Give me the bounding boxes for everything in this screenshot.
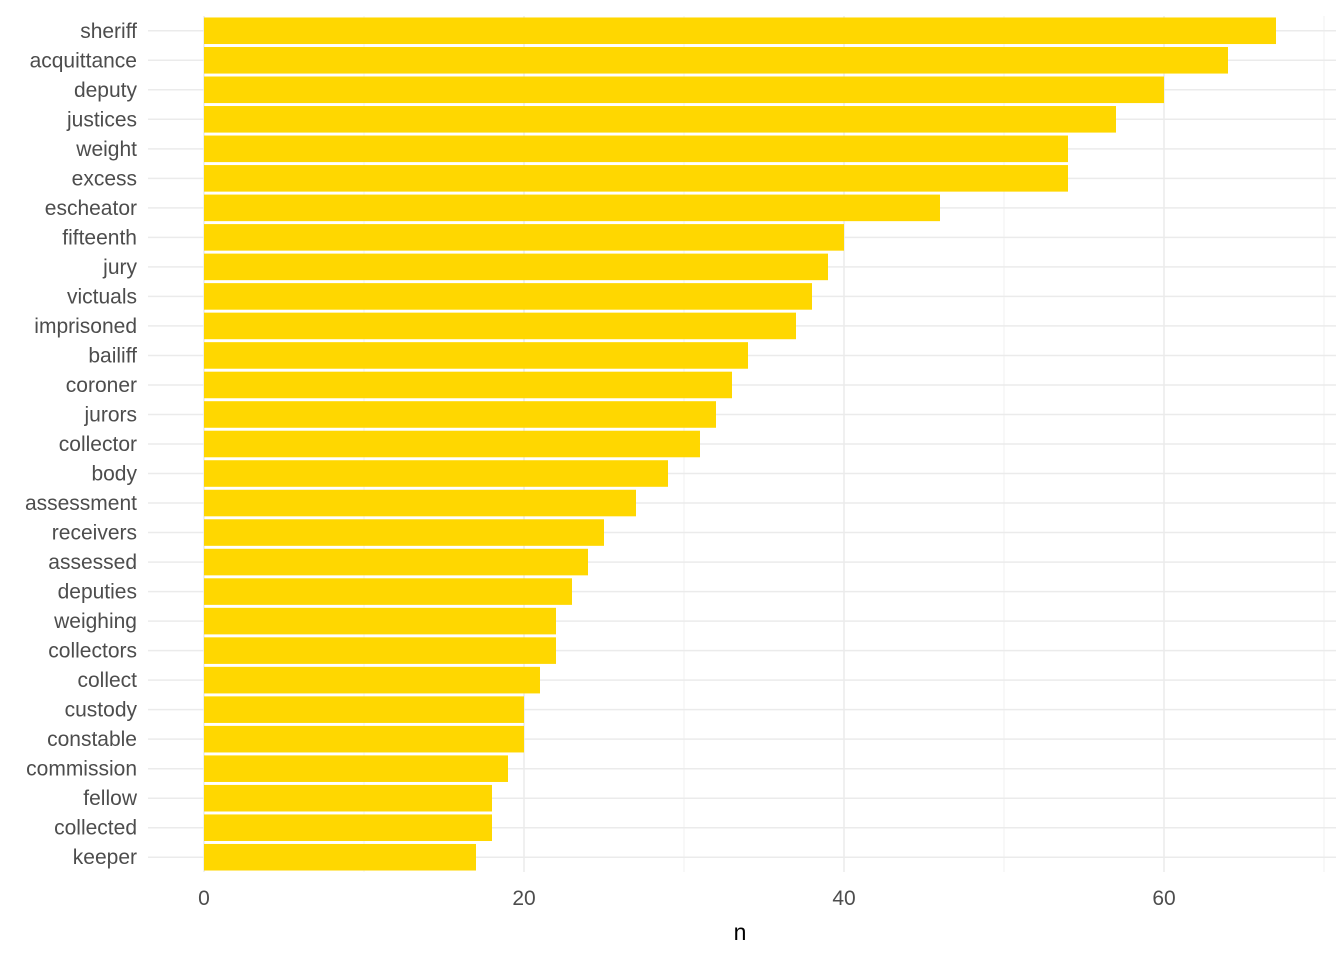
bar-receivers <box>204 519 604 546</box>
bar-sheriff <box>204 17 1276 45</box>
y-tick-label-assessed: assessed <box>48 551 137 574</box>
y-tick-label-escheator: escheator <box>45 197 137 220</box>
x-tick-labels: 0 20 40 60 <box>198 887 1176 910</box>
y-tick-label-sheriff: sheriff <box>80 20 137 43</box>
bar-fellow <box>204 784 492 812</box>
bar-weight <box>204 135 1068 163</box>
bar-collect <box>204 666 540 694</box>
bar-body <box>204 460 668 487</box>
y-tick-label-bailiff: bailiff <box>88 344 137 367</box>
y-tick-label-deputy: deputy <box>74 79 138 102</box>
bar-fifteenth <box>204 224 844 251</box>
bar-collectors <box>204 637 556 664</box>
bar-commission <box>204 755 508 782</box>
bar-custody <box>204 696 524 723</box>
y-tick-label-constable: constable <box>47 728 137 751</box>
y-tick-label-keeper: keeper <box>73 846 137 869</box>
y-tick-label-fifteenth: fifteenth <box>62 226 137 249</box>
bar-imprisoned <box>204 312 796 340</box>
y-tick-label-fellow: fellow <box>83 787 138 810</box>
x-tick-label-60: 60 <box>1152 887 1175 910</box>
bar-weighing <box>204 607 556 635</box>
y-tick-label-acquittance: acquittance <box>30 49 137 72</box>
bar-jurors <box>204 401 716 428</box>
y-tick-label-jury: jury <box>102 256 137 279</box>
bar-assessment <box>204 489 636 517</box>
bar-victuals <box>204 283 812 310</box>
bar-constable <box>204 725 524 753</box>
y-tick-label-assessment: assessment <box>25 492 137 515</box>
y-tick-label-weight: weight <box>75 138 137 161</box>
y-tick-label-coroner: coroner <box>66 374 137 397</box>
bar-collected <box>204 814 492 842</box>
bar-deputy <box>204 76 1164 104</box>
y-tick-label-custody: custody <box>65 699 138 722</box>
y-tick-label-receivers: receivers <box>52 522 137 545</box>
y-tick-label-deputies: deputies <box>58 581 137 604</box>
y-tick-label-justices: justices <box>66 108 137 131</box>
bar-jury <box>204 253 828 281</box>
bar-justices <box>204 106 1116 133</box>
bar-deputies <box>204 578 572 605</box>
bar-bailiff <box>204 342 748 369</box>
y-tick-labels: sheriff acquittance deputy justices weight ex… <box>25 20 138 869</box>
y-tick-label-excess: excess <box>72 167 137 190</box>
bar-acquittance <box>204 46 1228 74</box>
y-tick-label-collected: collected <box>54 817 137 840</box>
bars <box>204 17 1276 871</box>
y-tick-label-victuals: victuals <box>67 285 137 308</box>
y-tick-label-collector: collector <box>59 433 137 456</box>
bar-coroner <box>204 371 732 399</box>
x-tick-label-0: 0 <box>198 887 210 910</box>
bar-assessed <box>204 548 588 576</box>
y-tick-label-weighing: weighing <box>53 610 137 633</box>
bar-collector <box>204 430 700 458</box>
y-tick-label-collect: collect <box>77 669 137 692</box>
y-tick-label-commission: commission <box>26 758 137 781</box>
bar-escheator <box>204 194 940 222</box>
y-tick-label-imprisoned: imprisoned <box>34 315 137 338</box>
y-tick-label-body: body <box>91 463 137 486</box>
y-tick-label-jurors: jurors <box>83 403 137 426</box>
y-tick-label-collectors: collectors <box>48 640 137 663</box>
bar-excess <box>204 165 1068 192</box>
x-tick-label-40: 40 <box>832 887 855 910</box>
x-tick-label-20: 20 <box>512 887 535 910</box>
x-axis-title: n <box>734 919 747 945</box>
bar-keeper <box>204 843 476 871</box>
